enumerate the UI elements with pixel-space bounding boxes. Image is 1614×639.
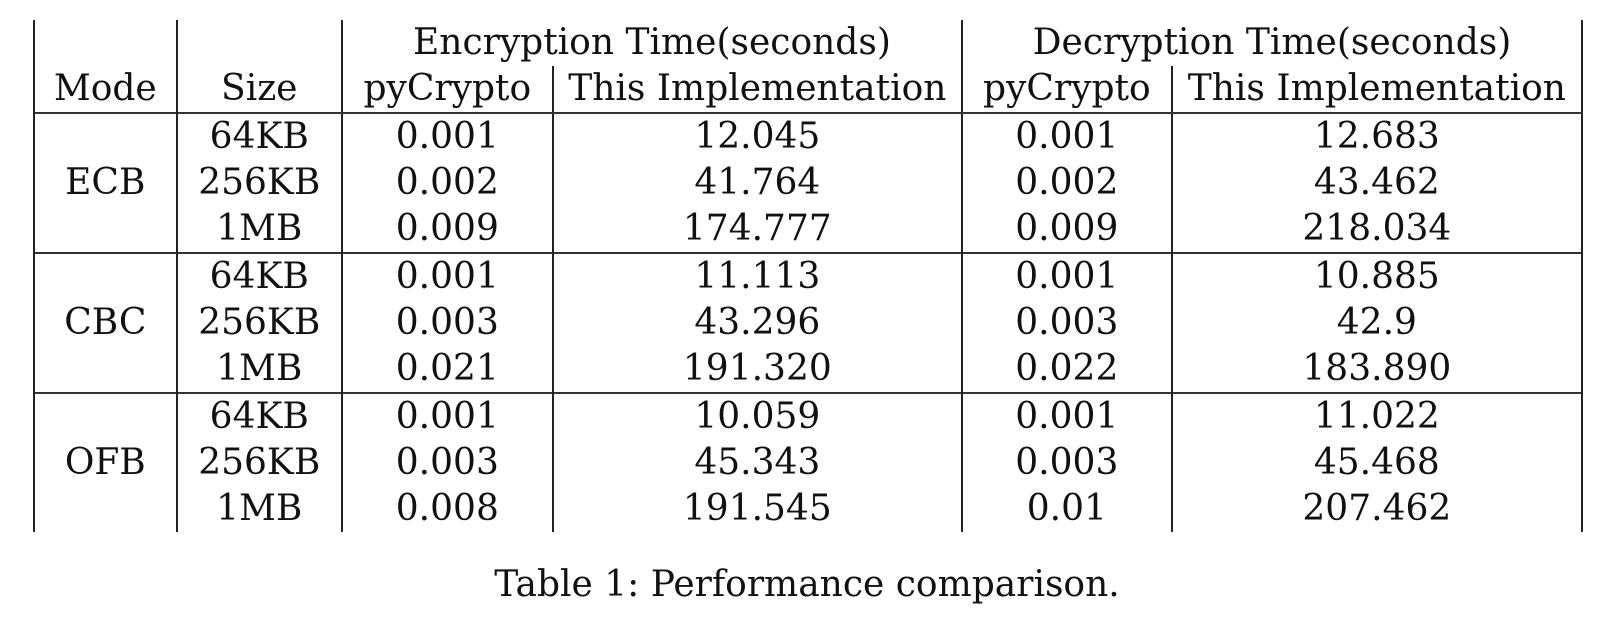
header-blank-mode <box>33 20 177 66</box>
table-row: 1MB 0.009 174.777 0.009 218.034 <box>34 206 1584 253</box>
size-column-header: Size <box>175 66 342 113</box>
table-header: Encryption Time(seconds) Decryption Time… <box>33 20 1584 114</box>
enc-implementation-cell: 12.045 <box>551 112 962 160</box>
dec-pycrypto-column-header: pyCrypto <box>960 66 1172 114</box>
table-row: 256KB 0.003 45.343 0.003 45.468 <box>34 440 1584 486</box>
dec-implementation-cell: 45.468 <box>1170 440 1584 486</box>
enc-pycrypto-column-header: pyCrypto <box>340 66 553 114</box>
dec-implementation-cell: 42.9 <box>1170 300 1584 346</box>
dec-pycrypto-cell: 0.01 <box>960 486 1172 532</box>
dec-implementation-cell: 207.462 <box>1170 486 1584 532</box>
enc-implementation-cell: 45.343 <box>551 440 962 486</box>
mode-group-ecb: ECB 64KB 0.001 12.045 0.001 12.683 256KB… <box>33 112 1584 253</box>
table-row: 256KB 0.002 41.764 0.002 43.462 <box>34 160 1584 206</box>
mode-cell: ECB <box>33 112 177 253</box>
dec-pycrypto-cell: 0.001 <box>960 112 1172 160</box>
enc-implementation-cell: 191.320 <box>551 346 962 393</box>
size-cell: 1MB <box>175 486 342 532</box>
dec-implementation-cell: 218.034 <box>1170 206 1584 253</box>
header-blank-size <box>175 20 342 66</box>
table-row: ECB 64KB 0.001 12.045 0.001 12.683 <box>33 112 1584 253</box>
dec-pycrypto-cell: 0.001 <box>960 252 1172 300</box>
dec-pycrypto-cell: 0.001 <box>960 392 1172 440</box>
dec-implementation-cell: 11.022 <box>1170 392 1584 440</box>
dec-pycrypto-cell: 0.022 <box>960 346 1172 393</box>
enc-implementation-cell: 191.545 <box>551 486 962 532</box>
size-cell: 1MB <box>175 206 342 253</box>
enc-pycrypto-cell: 0.009 <box>340 206 553 253</box>
group-header-row: Encryption Time(seconds) Decryption Time… <box>33 20 1584 66</box>
table-row: 1MB 0.021 191.320 0.022 183.890 <box>34 346 1584 393</box>
dec-pycrypto-cell: 0.003 <box>960 300 1172 346</box>
dec-implementation-cell: 12.683 <box>1170 112 1584 160</box>
dec-pycrypto-cell: 0.002 <box>960 160 1172 206</box>
enc-pycrypto-cell: 0.001 <box>340 392 553 440</box>
enc-implementation-cell: 10.059 <box>551 392 962 440</box>
size-cell: 64KB <box>175 392 342 440</box>
enc-implementation-cell: 11.113 <box>551 252 962 300</box>
enc-pycrypto-cell: 0.002 <box>340 160 553 206</box>
dec-pycrypto-cell: 0.003 <box>960 440 1172 486</box>
size-cell: 1MB <box>175 346 342 393</box>
table-row: 256KB 0.003 43.296 0.003 42.9 <box>34 300 1584 346</box>
encryption-time-header: Encryption Time(seconds) <box>340 20 962 66</box>
enc-pycrypto-cell: 0.008 <box>340 486 553 532</box>
mode-group-ofb: OFB 64KB 0.001 10.059 0.001 11.022 256KB… <box>33 392 1584 532</box>
size-cell: 64KB <box>175 252 342 300</box>
enc-pycrypto-cell: 0.001 <box>340 252 553 300</box>
performance-table: Encryption Time(seconds) Decryption Time… <box>33 20 1584 532</box>
enc-pycrypto-cell: 0.021 <box>340 346 553 393</box>
dec-implementation-cell: 10.885 <box>1170 252 1584 300</box>
decryption-time-header: Decryption Time(seconds) <box>960 20 1584 66</box>
mode-column-header: Mode <box>33 66 177 113</box>
size-cell: 256KB <box>175 160 342 206</box>
table-caption: Table 1: Performance comparison. <box>494 564 1120 605</box>
mode-cell: OFB <box>33 392 177 532</box>
mode-cell: CBC <box>33 252 177 393</box>
dec-implementation-column-header: This Implementation <box>1170 66 1584 114</box>
column-header-row: Mode Size pyCrypto This Implementation p… <box>33 66 1584 114</box>
size-cell: 256KB <box>175 300 342 346</box>
table-row: CBC 64KB 0.001 11.113 0.001 10.885 <box>33 252 1584 393</box>
enc-pycrypto-cell: 0.003 <box>340 300 553 346</box>
enc-implementation-cell: 43.296 <box>551 300 962 346</box>
table-row: OFB 64KB 0.001 10.059 0.001 11.022 <box>33 392 1584 532</box>
mode-group-cbc: CBC 64KB 0.001 11.113 0.001 10.885 256KB… <box>33 252 1584 393</box>
size-cell: 256KB <box>175 440 342 486</box>
dec-pycrypto-cell: 0.009 <box>960 206 1172 253</box>
dec-implementation-cell: 183.890 <box>1170 346 1584 393</box>
size-cell: 64KB <box>175 112 342 160</box>
enc-implementation-cell: 41.764 <box>551 160 962 206</box>
enc-pycrypto-cell: 0.001 <box>340 112 553 160</box>
enc-pycrypto-cell: 0.003 <box>340 440 553 486</box>
table-row: 1MB 0.008 191.545 0.01 207.462 <box>34 486 1584 532</box>
dec-implementation-cell: 43.462 <box>1170 160 1584 206</box>
enc-implementation-column-header: This Implementation <box>551 66 962 114</box>
enc-implementation-cell: 174.777 <box>551 206 962 253</box>
